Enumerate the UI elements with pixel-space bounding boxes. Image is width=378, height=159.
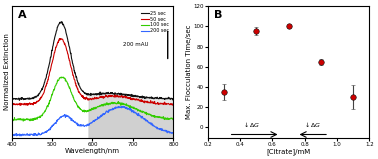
Y-axis label: Normalized Extinction: Normalized Extinction	[4, 33, 10, 110]
25 sec	[168, 98, 172, 100]
200 sec	[19, 135, 23, 137]
50 sec	[9, 103, 14, 105]
200 sec	[121, 105, 125, 107]
Text: $\downarrow\Delta G$: $\downarrow\Delta G$	[303, 121, 322, 129]
100 sec	[88, 108, 92, 110]
50 sec	[88, 98, 92, 100]
25 sec	[17, 99, 22, 101]
50 sec	[87, 99, 91, 101]
100 sec	[60, 76, 64, 78]
100 sec	[21, 120, 25, 122]
50 sec	[106, 95, 111, 97]
Text: B: B	[214, 10, 223, 20]
X-axis label: [Citrate]/mM: [Citrate]/mM	[266, 148, 311, 155]
25 sec	[171, 98, 176, 100]
Line: 50 sec: 50 sec	[12, 39, 174, 106]
200 sec	[97, 116, 102, 118]
200 sec	[168, 131, 172, 133]
25 sec	[98, 94, 102, 96]
50 sec	[168, 103, 172, 105]
100 sec	[9, 118, 14, 119]
100 sec	[106, 103, 111, 105]
Legend: 25 sec, 50 sec, 100 sec, 200 sec: 25 sec, 50 sec, 100 sec, 200 sec	[139, 9, 171, 35]
200 sec	[9, 134, 14, 136]
25 sec	[143, 96, 147, 98]
X-axis label: Wavelength/nm: Wavelength/nm	[65, 148, 120, 154]
200 sec	[106, 111, 110, 113]
Text: 200 mAU: 200 mAU	[123, 42, 149, 47]
50 sec	[143, 100, 147, 102]
25 sec	[9, 98, 14, 100]
25 sec	[87, 94, 91, 96]
200 sec	[171, 132, 176, 134]
25 sec	[88, 93, 92, 95]
100 sec	[87, 110, 91, 112]
Y-axis label: Max. Flocculation Time/sec: Max. Flocculation Time/sec	[186, 25, 192, 119]
200 sec	[143, 118, 147, 119]
50 sec	[10, 105, 15, 107]
100 sec	[168, 118, 172, 120]
Text: $\downarrow\Delta G$: $\downarrow\Delta G$	[242, 121, 260, 129]
100 sec	[143, 111, 147, 113]
100 sec	[171, 118, 176, 120]
25 sec	[60, 21, 64, 23]
200 sec	[87, 123, 92, 125]
25 sec	[106, 93, 111, 94]
200 sec	[87, 124, 91, 125]
50 sec	[171, 104, 176, 106]
Line: 100 sec: 100 sec	[12, 77, 174, 121]
Text: A: A	[18, 10, 27, 20]
50 sec	[98, 96, 102, 98]
50 sec	[58, 38, 63, 40]
Line: 25 sec: 25 sec	[12, 22, 174, 100]
Line: 200 sec: 200 sec	[12, 106, 174, 136]
100 sec	[98, 105, 102, 107]
